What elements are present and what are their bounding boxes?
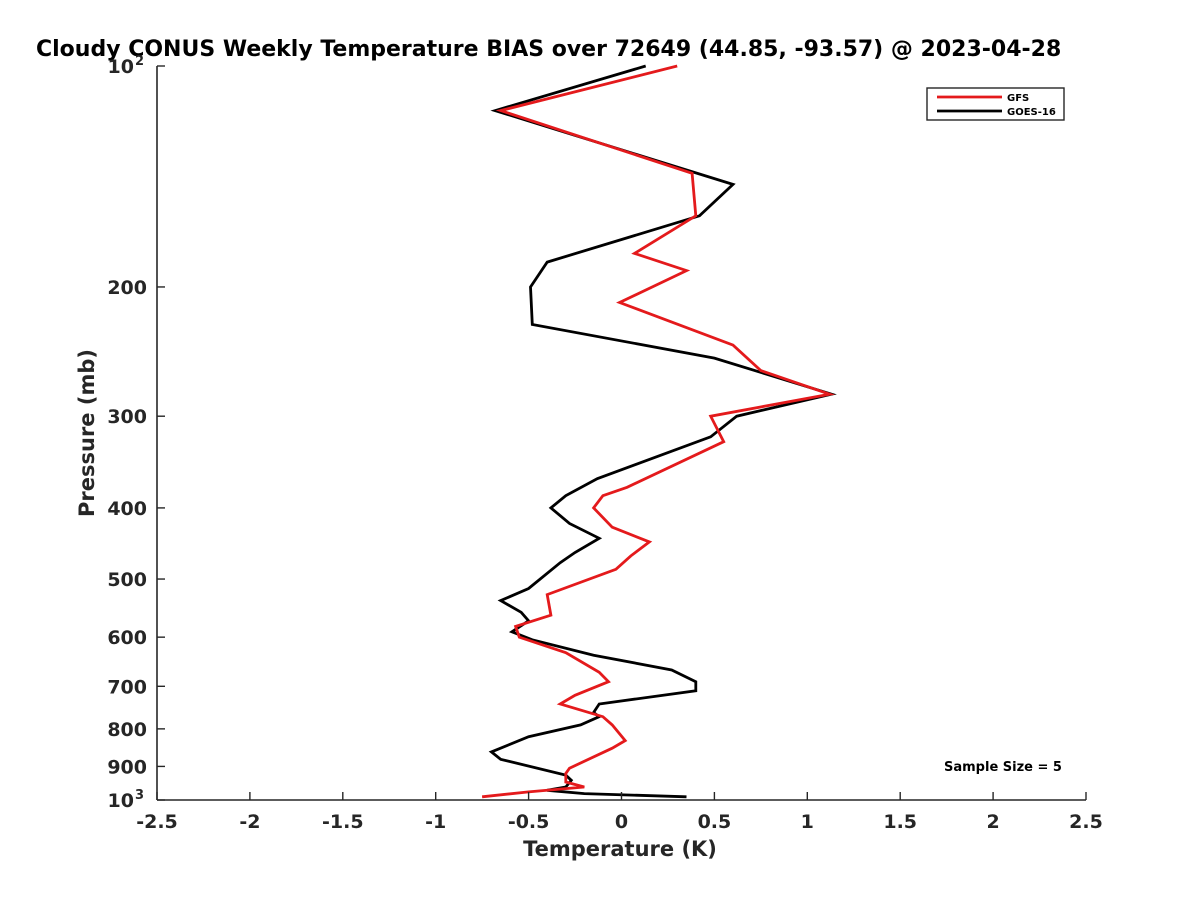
y-tick-label: 10 <box>108 790 134 812</box>
x-axis: -2.5 -2 -1.5 -1 -0.5 0 0.5 1 1.5 2 2.5 <box>136 792 1103 833</box>
x-tick-label: 1.5 <box>883 811 917 833</box>
y-tick-label: 600 <box>107 627 147 649</box>
x-tick-label: 2.5 <box>1069 811 1103 833</box>
plot-area <box>156 66 1086 801</box>
x-axis-label: Temperature (K) <box>523 837 717 861</box>
sample-size-annotation: Sample Size = 5 <box>944 760 1062 775</box>
x-tick-label: -0.5 <box>508 811 550 833</box>
legend-label-goes-16: GOES-16 <box>1007 107 1056 118</box>
series-layer <box>481 64 837 799</box>
x-tick-label: 0 <box>615 811 628 833</box>
x-tick-label: -2.5 <box>136 811 178 833</box>
y-tick-label: 10 <box>108 56 134 78</box>
y-tick-label: 400 <box>107 498 147 520</box>
y-tick-label: 700 <box>107 676 147 698</box>
y-tick-label: 200 <box>107 277 147 299</box>
y-tick-exponent: 3 <box>135 788 144 803</box>
x-tick-label: 0.5 <box>698 811 732 833</box>
y-axis-label: Pressure (mb) <box>75 349 99 517</box>
y-tick-exponent: 2 <box>135 54 144 69</box>
x-tick-label: 1 <box>801 811 814 833</box>
x-tick-label: -1.5 <box>322 811 364 833</box>
x-tick-label: -1 <box>425 811 446 833</box>
legend: GFS GOES-16 <box>926 87 1065 121</box>
series-line-goes-16 <box>488 64 837 799</box>
legend-box <box>926 87 1065 121</box>
y-tick-label: 800 <box>107 719 147 741</box>
y-tick-label: 900 <box>107 756 147 778</box>
x-tick-label: 2 <box>986 811 999 833</box>
x-tick-label: -2 <box>239 811 260 833</box>
y-tick-label: 300 <box>107 406 147 428</box>
legend-label-gfs: GFS <box>1007 93 1029 104</box>
chart-title: Cloudy CONUS Weekly Temperature BIAS ove… <box>36 37 1061 62</box>
series-line-gfs <box>481 64 836 799</box>
y-tick-label: 500 <box>107 569 147 591</box>
